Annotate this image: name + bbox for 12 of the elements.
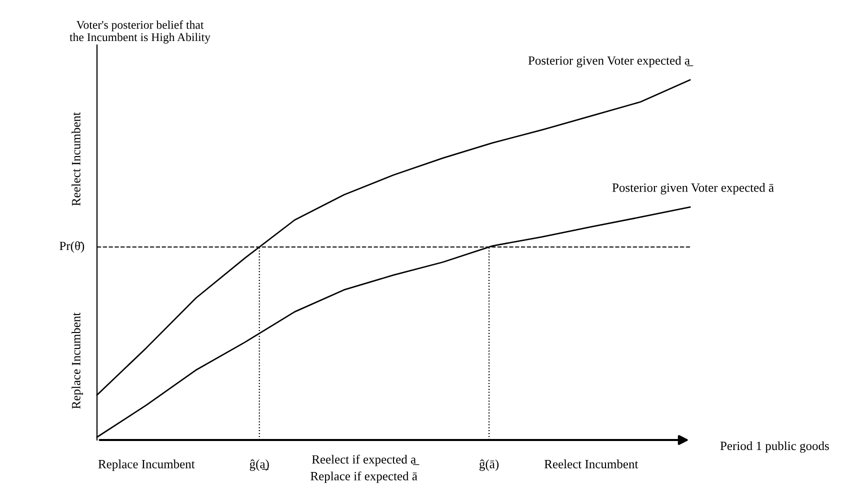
series-label: Posterior given Voter expected a̲: [528, 56, 694, 68]
text: Reelect Incumbent: [72, 112, 80, 206]
text: Replace Incumbent: [72, 312, 83, 409]
ref-line-label: Pr(θ̄): [60, 241, 84, 253]
text: ĝ(a̲): [250, 460, 269, 471]
series-label: Posterior given Voter expected ā: [612, 183, 774, 194]
text: Replace Incumbent: [98, 460, 195, 471]
text: ĝ(ā): [480, 460, 499, 471]
x-axis-title: Period 1 public goods: [720, 441, 829, 453]
text: Reelect Incumbent: [544, 460, 638, 468]
text: Reelect if expected a̲ Replace if expected ā: [310, 454, 420, 483]
chart-title: Voter's posterior belief that the Incumbent is High Ability: [70, 20, 210, 44]
